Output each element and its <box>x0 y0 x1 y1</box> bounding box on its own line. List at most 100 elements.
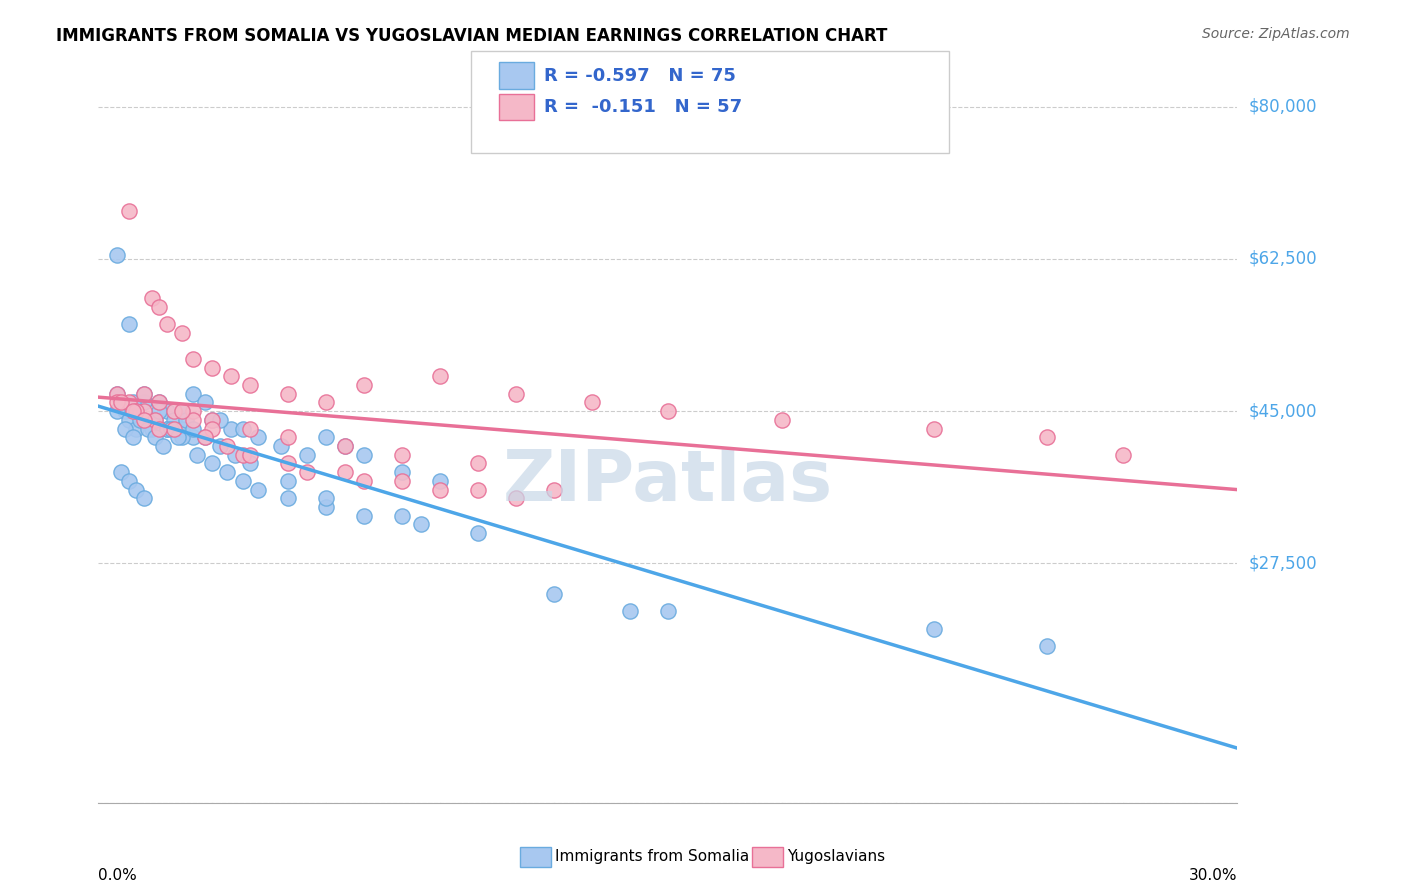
Point <box>186 448 208 462</box>
Point <box>335 465 357 479</box>
Point <box>141 421 163 435</box>
Point <box>657 404 679 418</box>
Text: R = -0.597   N = 75: R = -0.597 N = 75 <box>544 67 735 85</box>
Point <box>136 421 159 435</box>
Point <box>239 457 262 471</box>
Point <box>132 413 155 427</box>
Point <box>277 491 299 506</box>
Point <box>170 430 193 444</box>
Point <box>141 291 163 305</box>
Point <box>183 413 205 427</box>
Point <box>221 369 243 384</box>
Point <box>156 404 179 418</box>
Point <box>118 317 141 331</box>
Text: Immigrants from Somalia: Immigrants from Somalia <box>555 849 749 863</box>
Point <box>239 378 262 392</box>
Point <box>429 483 451 497</box>
Point <box>125 404 148 418</box>
Point <box>201 413 224 427</box>
Point <box>107 386 129 401</box>
Point <box>170 404 193 418</box>
Point <box>246 483 269 497</box>
Point <box>132 386 155 401</box>
Text: R =  -0.151   N = 57: R = -0.151 N = 57 <box>544 98 742 116</box>
Point <box>194 430 217 444</box>
Point <box>208 439 231 453</box>
Point <box>152 439 174 453</box>
Point <box>194 395 217 409</box>
Point <box>163 413 186 427</box>
Point <box>132 404 155 418</box>
Point <box>467 457 489 471</box>
Point <box>201 413 224 427</box>
Text: Yugoslavians: Yugoslavians <box>787 849 886 863</box>
Point <box>232 421 254 435</box>
Point <box>315 491 337 506</box>
Point <box>170 421 193 435</box>
Point <box>1036 639 1059 653</box>
Point <box>132 413 155 427</box>
Point <box>107 386 129 401</box>
Point <box>118 204 141 219</box>
Point <box>145 430 167 444</box>
Point <box>121 404 143 418</box>
Text: $80,000: $80,000 <box>1249 97 1317 116</box>
Point <box>167 430 190 444</box>
Point <box>170 326 193 340</box>
Point <box>201 421 224 435</box>
Point <box>110 395 132 409</box>
Point <box>232 474 254 488</box>
Point <box>110 465 132 479</box>
Point <box>277 457 299 471</box>
Point <box>315 395 337 409</box>
Point <box>129 413 152 427</box>
Point <box>391 474 413 488</box>
Point <box>183 386 205 401</box>
Point <box>391 465 413 479</box>
Point <box>114 421 136 435</box>
Point <box>132 491 155 506</box>
Point <box>163 404 186 418</box>
Point <box>174 413 197 427</box>
Point <box>297 448 319 462</box>
Point <box>246 430 269 444</box>
Point <box>922 622 945 636</box>
Point <box>277 386 299 401</box>
Point <box>170 404 193 418</box>
Point <box>239 448 262 462</box>
Point <box>183 430 205 444</box>
Point <box>121 395 143 409</box>
Point <box>429 369 451 384</box>
Point <box>114 404 136 418</box>
Point <box>107 395 129 409</box>
Point <box>148 395 170 409</box>
Point <box>118 474 141 488</box>
Point <box>657 604 679 618</box>
Point <box>277 474 299 488</box>
Point <box>411 517 433 532</box>
Text: $27,500: $27,500 <box>1249 555 1317 573</box>
Point <box>619 604 641 618</box>
Point <box>505 386 527 401</box>
Point <box>221 421 243 435</box>
Point <box>132 386 155 401</box>
Point <box>232 448 254 462</box>
Point <box>125 483 148 497</box>
Point <box>208 413 231 427</box>
Point <box>148 395 170 409</box>
Point <box>125 421 148 435</box>
Point <box>239 421 262 435</box>
Point <box>1036 430 1059 444</box>
Point <box>1112 448 1135 462</box>
Point <box>270 439 292 453</box>
Point <box>217 465 239 479</box>
Point <box>118 413 141 427</box>
Point <box>770 413 793 427</box>
Point <box>194 430 217 444</box>
Point <box>467 483 489 497</box>
Point <box>148 300 170 314</box>
Point <box>107 404 129 418</box>
Point <box>543 587 565 601</box>
Point <box>156 421 179 435</box>
Point <box>148 404 170 418</box>
